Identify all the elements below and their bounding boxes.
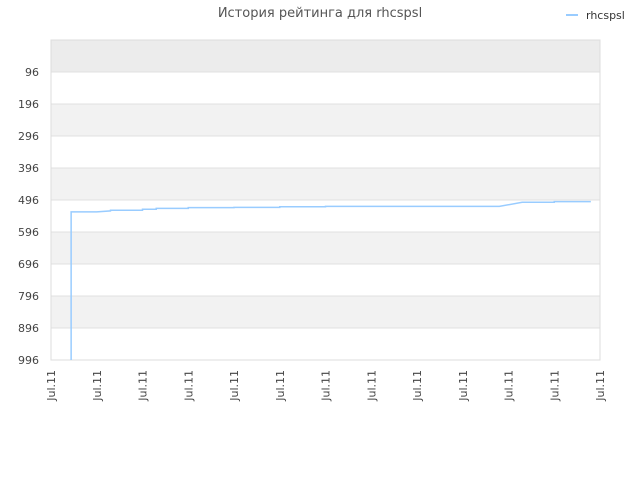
background-bands	[50, 39, 601, 361]
plot-band	[51, 232, 600, 264]
y-tick-label: 596	[18, 226, 39, 239]
plot-band	[51, 200, 600, 232]
y-tick-label: 696	[18, 258, 39, 271]
plot-band	[51, 72, 600, 104]
x-tick-label: Jul.11	[182, 370, 195, 402]
y-tick-label: 396	[18, 162, 39, 175]
series-layer	[70, 200, 591, 360]
y-tick-label: 96	[25, 66, 39, 79]
plot-band	[51, 264, 600, 296]
y-axis-ticks: 96 196 296 396 496 596 696 796 896 996	[18, 66, 39, 367]
x-tick-label: Jul.11	[457, 370, 470, 402]
x-tick-label: Jul.11	[91, 370, 104, 402]
plot-band	[51, 168, 600, 200]
x-tick-label: Jul.11	[548, 370, 561, 402]
y-tick-label: 796	[18, 290, 39, 303]
x-axis-ticks: Jul.11 Jul.11 Jul.11 Jul.11 Jul.11 Jul.11 Jul.…	[45, 370, 607, 402]
y-tick-label: 496	[18, 194, 39, 207]
x-tick-label: Jul.11	[594, 370, 607, 402]
y-tick-label: 896	[18, 322, 39, 335]
chart-title: История рейтинга для rhcspsl	[218, 6, 422, 21]
plot-band	[51, 296, 600, 328]
x-tick-label: Jul.11	[503, 370, 516, 402]
x-tick-label: Jul.11	[45, 370, 58, 402]
legend: rhcspsl	[566, 9, 625, 22]
plot-frame	[50, 39, 601, 361]
y-tick-label: 196	[18, 98, 39, 111]
series-line-rhcspsl	[70, 200, 591, 360]
plot-band	[51, 40, 600, 72]
y-tick-label: 296	[18, 130, 39, 143]
x-tick-label: Jul.11	[137, 370, 150, 402]
y-tick-label: 996	[18, 354, 39, 367]
plot-band	[51, 328, 600, 360]
x-tick-label: Jul.11	[411, 370, 424, 402]
legend-label: rhcspsl	[586, 9, 625, 22]
x-tick-label: Jul.11	[320, 370, 333, 402]
x-tick-label: Jul.11	[274, 370, 287, 402]
x-tick-label: Jul.11	[228, 370, 241, 402]
plot-band	[51, 136, 600, 168]
x-tick-label: Jul.11	[365, 370, 378, 402]
plot-band	[51, 104, 600, 136]
